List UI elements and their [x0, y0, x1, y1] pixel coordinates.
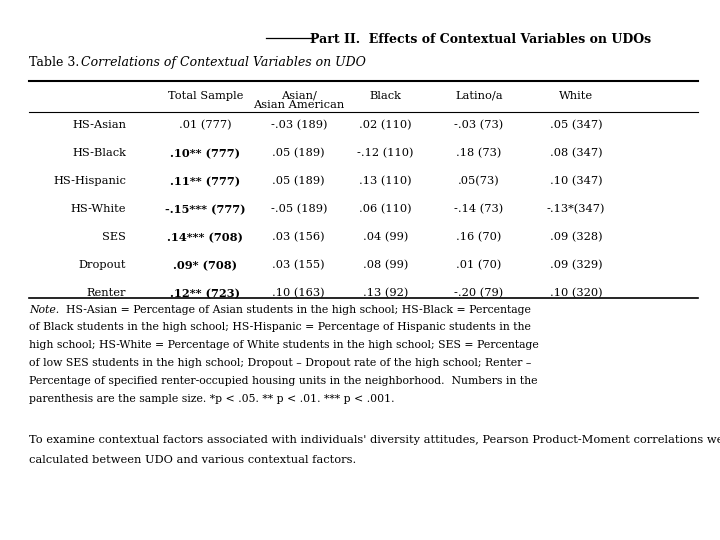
Text: .06 (110): .06 (110): [359, 204, 412, 214]
Text: .16 (70): .16 (70): [456, 232, 502, 242]
Text: .18 (73): .18 (73): [456, 148, 502, 158]
Text: SES: SES: [102, 232, 126, 242]
Text: .08 (347): .08 (347): [549, 148, 603, 158]
Text: HS-White: HS-White: [71, 204, 126, 214]
Text: .10 (163): .10 (163): [272, 288, 325, 299]
Text: White: White: [559, 91, 593, 101]
Text: HS-Hispanic: HS-Hispanic: [53, 176, 126, 186]
Text: .08 (99): .08 (99): [362, 260, 408, 271]
Text: .10 (320): .10 (320): [549, 288, 603, 299]
Text: .12** (723): .12** (723): [170, 288, 240, 299]
Text: Part II.: Part II.: [310, 33, 360, 46]
Text: -.05 (189): -.05 (189): [271, 204, 327, 214]
Text: -.12 (110): -.12 (110): [357, 148, 413, 158]
Text: Asian American: Asian American: [253, 100, 344, 111]
Text: .13 (110): .13 (110): [359, 176, 412, 186]
Text: .02 (110): .02 (110): [359, 120, 412, 130]
Text: Total Sample: Total Sample: [168, 91, 243, 101]
Text: .03 (156): .03 (156): [272, 232, 325, 242]
Text: .01 (70): .01 (70): [456, 260, 502, 271]
Text: .14*** (708): .14*** (708): [167, 232, 243, 243]
Text: HS-Asian = Percentage of Asian students in the high school; HS-Black = Percentag: HS-Asian = Percentage of Asian students …: [59, 305, 531, 315]
Text: -.15*** (777): -.15*** (777): [165, 204, 246, 215]
Text: HS-Black: HS-Black: [72, 148, 126, 158]
Text: To examine contextual factors associated with individuals' diversity attitudes, : To examine contextual factors associated…: [29, 435, 720, 445]
Text: .05 (189): .05 (189): [272, 176, 325, 186]
Text: .10 (347): .10 (347): [549, 176, 603, 186]
Text: Renter: Renter: [86, 288, 126, 299]
Text: Dropout: Dropout: [78, 260, 126, 271]
Text: Latino/a: Latino/a: [455, 91, 503, 101]
Text: of Black students in the high school; HS-Hispanic = Percentage of Hispanic stude: of Black students in the high school; HS…: [29, 322, 531, 333]
Text: .09 (328): .09 (328): [549, 232, 603, 242]
Text: HS-Asian: HS-Asian: [72, 120, 126, 130]
Text: Table 3.: Table 3.: [29, 56, 87, 69]
Text: .05 (189): .05 (189): [272, 148, 325, 158]
Text: -.14 (73): -.14 (73): [454, 204, 503, 214]
Text: Effects of Contextual Variables on UDOs: Effects of Contextual Variables on UDOs: [360, 33, 651, 46]
Text: .05 (347): .05 (347): [549, 120, 603, 130]
Text: .03 (155): .03 (155): [272, 260, 325, 271]
Text: -.03 (189): -.03 (189): [271, 120, 327, 130]
Text: Note.: Note.: [29, 305, 59, 315]
Text: -.13*(347): -.13*(347): [546, 204, 606, 214]
Text: Black: Black: [369, 91, 401, 101]
Text: of low SES students in the high school; Dropout – Dropout rate of the high schoo: of low SES students in the high school; …: [29, 358, 531, 368]
Text: -.20 (79): -.20 (79): [454, 288, 503, 299]
Text: Correlations of Contextual Variables on UDO: Correlations of Contextual Variables on …: [81, 56, 366, 69]
Text: .05(73): .05(73): [458, 176, 500, 186]
Text: .04 (99): .04 (99): [362, 232, 408, 242]
Text: .13 (92): .13 (92): [362, 288, 408, 299]
Text: calculated between UDO and various contextual factors.: calculated between UDO and various conte…: [29, 455, 356, 465]
Text: .11** (777): .11** (777): [170, 176, 240, 187]
Text: .01 (777): .01 (777): [179, 120, 232, 130]
Text: high school; HS-White = Percentage of White students in the high school; SES = P: high school; HS-White = Percentage of Wh…: [29, 340, 539, 350]
Text: -.03 (73): -.03 (73): [454, 120, 503, 130]
Text: Percentage of specified renter-occupied housing units in the neighborhood.  Numb: Percentage of specified renter-occupied …: [29, 376, 537, 386]
Text: parenthesis are the sample size. *p < .05. ** p < .01. *** p < .001.: parenthesis are the sample size. *p < .0…: [29, 394, 395, 404]
Text: .09* (708): .09* (708): [173, 260, 238, 271]
Text: .09 (329): .09 (329): [549, 260, 603, 271]
Text: .10** (777): .10** (777): [170, 148, 240, 159]
Text: Asian/: Asian/: [281, 91, 317, 101]
